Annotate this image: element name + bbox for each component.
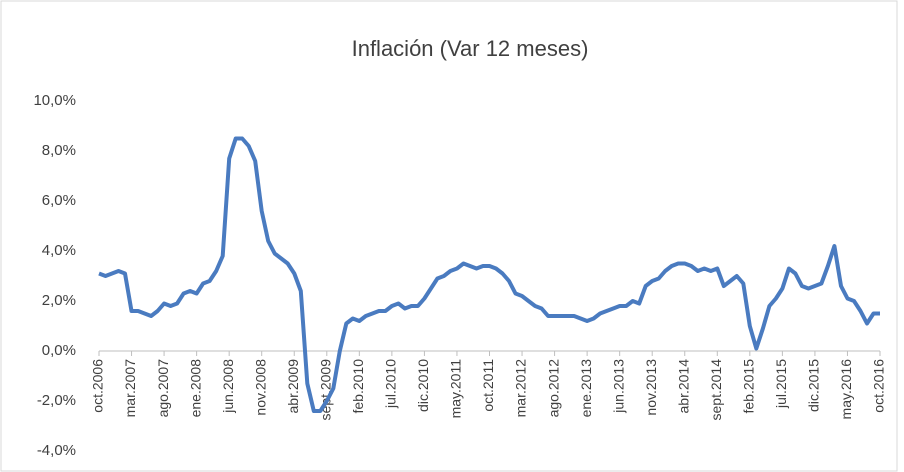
- x-tick-label: nov.2008: [252, 359, 268, 416]
- x-tick-label: feb.2015: [741, 359, 757, 414]
- x-tick-label: abr.2014: [675, 359, 691, 414]
- x-tick-label: ene.2013: [578, 359, 594, 418]
- x-tick-label: dic.2015: [806, 359, 822, 412]
- line: [98, 136, 880, 413]
- x-tick-label: sept.2009: [317, 359, 333, 421]
- x-tick-label: ago.2007: [155, 359, 171, 418]
- y-tick-label: -2,0%: [37, 392, 76, 409]
- x-tick-label: dic.2010: [415, 359, 431, 412]
- x-tick-label: may.2016: [838, 359, 854, 420]
- x-tick-label: oct.2006: [90, 359, 106, 413]
- x-tick-label: abr.2009: [285, 359, 301, 414]
- x-tick-label: may.2011: [448, 359, 464, 419]
- y-tick-label: -4,0%: [37, 442, 76, 459]
- x-tick-label: oct.2011: [480, 359, 496, 412]
- y-tick-label: 8,0%: [42, 142, 76, 159]
- x-tick-label: jun.2013: [610, 359, 626, 414]
- x-tick-label: jul.2015: [773, 359, 789, 409]
- x-tick-label: feb.2010: [350, 359, 366, 414]
- y-tick-label: 4,0%: [42, 242, 76, 259]
- x-tick-label: mar.2007: [122, 359, 138, 418]
- y-tick-label: 10,0%: [33, 92, 76, 109]
- x-tick-label: oct.2016: [871, 359, 887, 413]
- x-tick-label: nov.2013: [643, 359, 659, 416]
- x-tick-label: mar.2012: [513, 359, 529, 418]
- x-tick-label: ago.2012: [545, 359, 561, 418]
- chart-title: Inflación (Var 12 meses): [352, 36, 589, 61]
- x-tick-label: jul.2010: [383, 359, 399, 409]
- y-tick-label: 6,0%: [42, 192, 76, 209]
- y-tick-label: 2,0%: [42, 292, 76, 309]
- x-tick-label: ene.2008: [187, 359, 203, 418]
- y-tick-label: 0,0%: [42, 342, 76, 359]
- x-tick-label: jun.2008: [220, 359, 236, 414]
- x-tick-label: sept.2014: [708, 359, 724, 421]
